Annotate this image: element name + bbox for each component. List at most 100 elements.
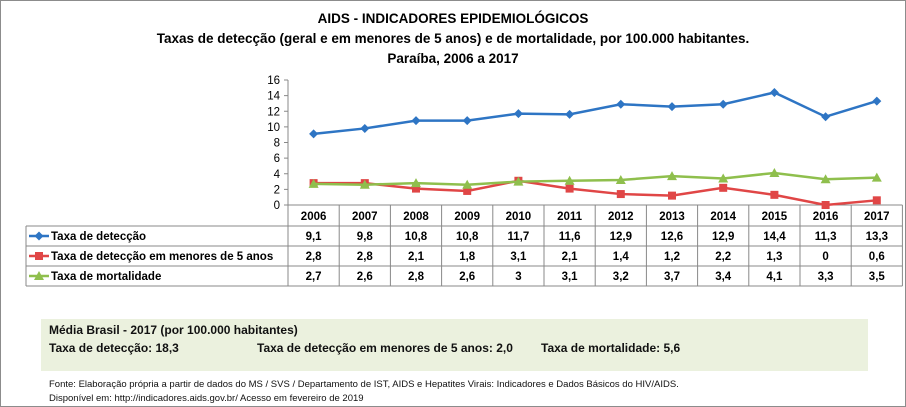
y-tick-label: 2 <box>274 184 280 196</box>
data-label: 2,2 <box>715 251 731 263</box>
source-note: Fonte: Elaboração própria a partir de da… <box>49 379 679 390</box>
data-point <box>872 96 882 106</box>
data-label: 2,8 <box>306 251 323 263</box>
data-point <box>565 184 574 193</box>
y-tick-label: 12 <box>267 106 280 118</box>
y-tick-label: 16 <box>267 75 280 87</box>
data-point <box>359 179 370 189</box>
data-point <box>821 201 830 209</box>
data-point <box>411 116 421 126</box>
data-label: 11,3 <box>815 231 837 243</box>
data-point <box>667 102 677 112</box>
x-tick-label: 2006 <box>301 211 327 223</box>
summary-under5-rate: Taxa de detecção em menores de 5 anos: 2… <box>257 341 513 355</box>
data-label: 3,4 <box>715 271 732 283</box>
data-label: 3,7 <box>664 271 680 283</box>
data-label: 0,6 <box>869 251 885 263</box>
data-label: 3,5 <box>869 271 886 283</box>
y-tick-label: 10 <box>267 122 280 134</box>
data-label: 10,8 <box>456 231 479 243</box>
x-tick-label: 2008 <box>403 211 429 223</box>
data-point <box>668 191 676 200</box>
data-label: 1,3 <box>766 251 782 263</box>
x-tick-label: 2011 <box>557 211 583 223</box>
series-line <box>313 91 878 136</box>
x-tick-label: 2017 <box>864 211 890 223</box>
y-tick-label: 8 <box>274 138 280 150</box>
y-tick-label: 0 <box>274 200 280 212</box>
data-label: 3,1 <box>562 271 579 283</box>
data-point <box>820 174 831 184</box>
data-label: 1,4 <box>613 251 630 263</box>
data-point <box>769 88 779 97</box>
data-label: 11,7 <box>508 231 530 243</box>
series-line <box>313 179 877 207</box>
data-label: 3,3 <box>818 271 834 283</box>
data-label: 12,9 <box>712 231 734 243</box>
data-label: 3 <box>515 271 521 283</box>
data-point <box>565 109 575 119</box>
data-point <box>667 171 677 181</box>
chart-title: AIDS - INDICADORES EPIDEMIOLÓGICOS <box>317 11 589 26</box>
data-label: 2,7 <box>306 271 322 283</box>
x-tick-label: 2013 <box>659 211 685 223</box>
data-point <box>564 175 575 185</box>
chart-subtitle-2: Paraíba, 2006 a 2017 <box>387 51 519 66</box>
chart-subtitle: Taxas de detecção (geral e em menores de… <box>156 31 750 46</box>
brazil-average-box: Média Brasil - 2017 (por 100.000 habitan… <box>41 319 868 371</box>
data-label: 12,9 <box>610 231 632 243</box>
data-label: 14,4 <box>763 231 786 243</box>
data-label: 2,6 <box>459 271 475 283</box>
data-label: 11,6 <box>559 231 581 243</box>
x-tick-label: 2010 <box>506 211 532 223</box>
legend-label: Taxa de mortalidade <box>51 271 161 283</box>
data-label: 4,1 <box>766 271 783 283</box>
data-label: 12,6 <box>661 231 683 243</box>
data-point <box>872 196 881 205</box>
data-point <box>616 99 626 109</box>
data-point <box>615 175 626 184</box>
data-label: 3,2 <box>613 271 629 283</box>
data-point <box>769 167 780 177</box>
summary-detection-rate: Taxa de detecção: 18,3 <box>49 341 179 355</box>
data-point <box>309 129 319 139</box>
data-point <box>360 123 370 133</box>
data-label: 9,8 <box>357 231 374 243</box>
data-point <box>871 172 882 182</box>
data-point <box>821 112 831 122</box>
series-line <box>313 171 877 186</box>
data-point <box>411 178 421 188</box>
availability-note: Disponível em: http://indicadores.aids.g… <box>49 393 364 404</box>
data-point <box>462 116 472 126</box>
data-label: 2,1 <box>408 251 425 263</box>
chart-plot: 0 2 4 6 8 10 12 14 16 2006 2007 2008 2009 2010 2011 201… <box>25 75 903 287</box>
data-label: 9,1 <box>306 231 323 243</box>
x-tick-label: 2009 <box>454 211 480 223</box>
data-label: 2,8 <box>357 251 374 263</box>
x-tick-label: 2007 <box>352 211 378 223</box>
legend-marker <box>35 252 43 260</box>
summary-heading: Média Brasil - 2017 (por 100.000 habitan… <box>49 323 298 337</box>
x-tick-label: 2016 <box>813 211 839 223</box>
summary-mortality-rate: Taxa de mortalidade: 5,6 <box>541 341 681 355</box>
data-label: 0 <box>822 251 828 263</box>
data-point <box>718 173 729 183</box>
x-tick-label: 2015 <box>762 211 788 223</box>
data-point <box>513 176 524 186</box>
data-label: 1,2 <box>664 251 680 263</box>
data-point <box>308 178 319 188</box>
data-label: 3,1 <box>510 251 527 263</box>
y-tick-label: 14 <box>267 91 280 103</box>
data-point <box>463 186 472 195</box>
data-point <box>513 109 523 119</box>
data-point <box>770 190 779 199</box>
data-label: 13,3 <box>866 231 888 243</box>
data-point <box>462 179 473 189</box>
y-tick-label: 4 <box>274 169 281 181</box>
x-tick-label: 2014 <box>710 211 736 223</box>
data-point <box>412 184 420 193</box>
data-point <box>718 99 728 109</box>
y-tick-label: 6 <box>274 153 280 165</box>
data-label: 2,8 <box>408 271 425 283</box>
